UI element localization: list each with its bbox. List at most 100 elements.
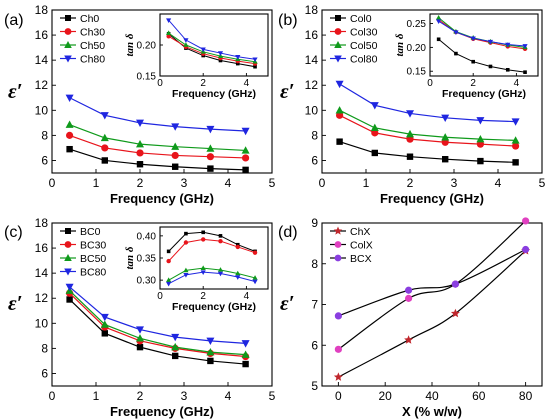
data-point-bc80: [235, 275, 241, 280]
inset-y-axis-label: tan δ: [394, 33, 406, 56]
data-point-col0: [477, 157, 484, 165]
y-tick-label: 16: [35, 241, 49, 255]
plot-frame: [51, 9, 273, 174]
data-point-bcx: [522, 245, 530, 254]
legend-label-ch30: Ch30: [80, 26, 105, 38]
y-tick-label: 0.40: [137, 231, 157, 242]
data-point-ch0: [136, 161, 144, 168]
data-point-ch50: [166, 30, 172, 36]
data-point-col0: [371, 149, 378, 157]
data-point-bc0: [66, 296, 73, 303]
legend-label-bcx: BCX: [350, 253, 372, 265]
inset-y-axis-label: tan δ: [124, 33, 136, 56]
series-line-ch0: [168, 33, 256, 68]
x-tick-label: 0: [319, 176, 326, 190]
y-tick-label: 14: [35, 53, 49, 67]
data-point-bc50: [235, 270, 241, 276]
series-line-col50: [438, 17, 526, 48]
data-point-bc30: [218, 238, 223, 244]
y-tick-label: 0.35: [137, 254, 157, 265]
x-tick-label: 0: [335, 389, 342, 403]
y-tick-label: 0.30: [137, 276, 157, 287]
y-tick-label: 9: [311, 216, 318, 230]
data-point-col50: [406, 129, 414, 138]
data-point-ch80: [171, 123, 180, 131]
y-axis-label: ε′: [280, 291, 295, 315]
data-point-ch80: [136, 119, 144, 128]
y-axis-label: ε′: [8, 79, 23, 103]
data-point-bc50: [252, 275, 258, 280]
data-point-ch0: [218, 58, 223, 63]
y-tick-label: 0.20: [137, 41, 157, 52]
data-point-bc50: [100, 320, 109, 328]
data-point-ch50: [136, 139, 144, 148]
data-point-bc50: [166, 277, 172, 282]
data-point-bc0: [201, 230, 205, 235]
data-point-bc80: [200, 270, 206, 275]
x-tick-label: 2: [470, 78, 476, 89]
data-point-bc0: [184, 231, 188, 236]
series-line-ch50: [168, 32, 256, 63]
x-tick-label: 20: [379, 389, 393, 403]
legend-marker-bc80: [64, 268, 72, 276]
data-point-colx: [334, 345, 342, 353]
series-line-bc0: [168, 231, 256, 252]
data-point-ch30: [166, 34, 171, 39]
data-point-bc50: [171, 342, 180, 351]
y-tick-label: 12: [35, 78, 49, 92]
panel-label: (d): [278, 224, 298, 241]
data-point-col80: [505, 42, 511, 48]
y-tick-label: 16: [305, 28, 319, 42]
data-point-bc80: [171, 333, 180, 342]
data-point-ch0: [66, 145, 73, 153]
data-point-col0: [406, 153, 414, 160]
data-point-bc80: [65, 283, 74, 292]
data-point-bc50: [200, 265, 206, 270]
data-point-col80: [522, 44, 528, 49]
data-point-col0: [488, 64, 493, 69]
data-point-ch30: [66, 131, 74, 139]
series-line-ch30: [69, 134, 246, 159]
data-point-ch0: [235, 61, 240, 66]
panel-label: (b): [278, 12, 298, 29]
data-point-ch0: [101, 157, 108, 164]
series-line-bc0: [69, 299, 246, 365]
legend-marker-col0: [335, 15, 341, 21]
y-tick-label: 8: [311, 128, 318, 142]
x-tick-label: 0: [157, 78, 163, 89]
data-point-bc50: [217, 267, 224, 272]
y-tick-label: 5: [311, 379, 318, 393]
data-point-col50: [335, 106, 344, 114]
x-tick-label: 4: [244, 291, 250, 302]
legend-marker-bc50: [64, 254, 72, 261]
data-point-ch50: [65, 120, 74, 128]
legend-label-col50: Col50: [350, 40, 378, 52]
inset-y-axis-label: tan δ: [124, 246, 136, 269]
series-line-col0: [438, 38, 526, 73]
panel-label: (c): [4, 224, 23, 241]
data-point-bc80: [217, 271, 224, 277]
legend-label-bc50: BC50: [80, 253, 106, 265]
data-point-col0: [454, 51, 458, 56]
data-point-col30: [511, 142, 520, 150]
legend-marker-colx: [334, 241, 342, 248]
data-point-col80: [441, 114, 450, 123]
legend-label-col80: Col80: [350, 53, 378, 65]
series-line-col80: [438, 20, 526, 47]
data-point-colx: [404, 294, 413, 302]
x-tick-label: 4: [225, 176, 232, 190]
data-point-col50: [436, 15, 442, 20]
data-point-col80: [436, 19, 442, 24]
x-tick-label: 1: [93, 389, 100, 403]
data-point-bc30: [235, 244, 240, 250]
legend-marker-ch0: [65, 15, 71, 21]
data-point-bc50: [183, 267, 189, 273]
series-line-col80: [339, 83, 516, 123]
data-point-col80: [470, 36, 476, 42]
data-point-ch0: [242, 166, 249, 174]
legend-marker-col30: [334, 28, 342, 35]
series-line-ch0: [69, 148, 246, 171]
legend-marker-ch30: [64, 28, 72, 35]
